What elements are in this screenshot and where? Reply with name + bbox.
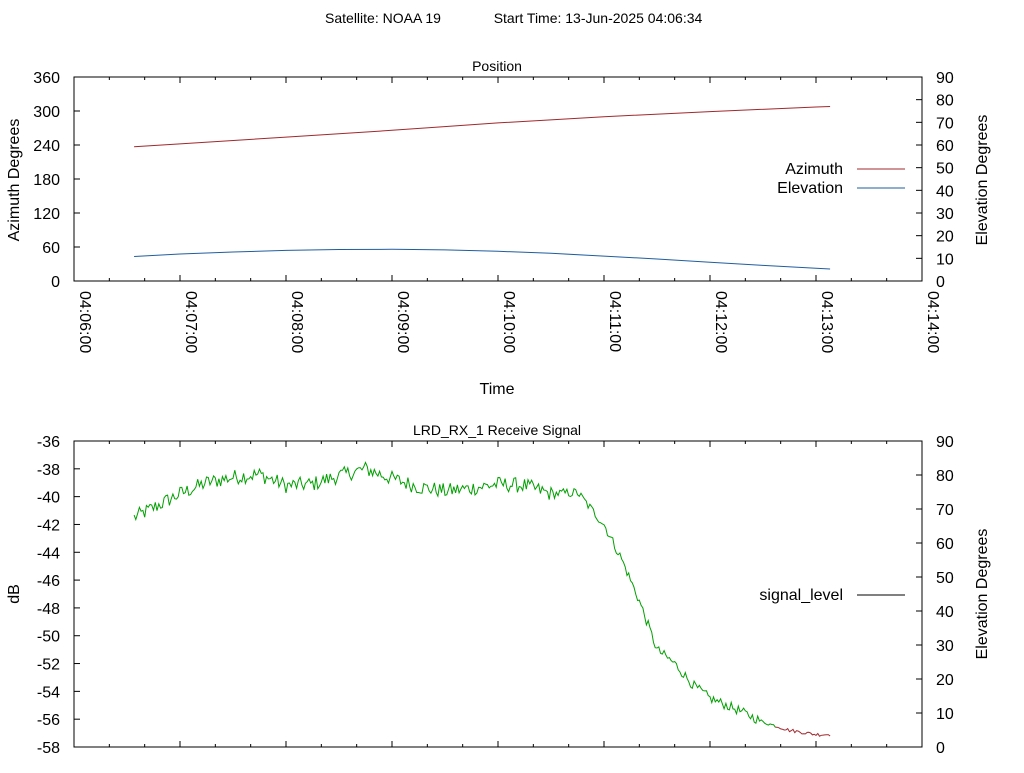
- position-y2tick-label: 0: [936, 274, 945, 291]
- position-axes: 0 60 120 180 240 300 360 0 10 20 30 40 50 60 70 80 90 04:…: [33, 70, 954, 353]
- signal-series: [133, 461, 831, 737]
- signal-axes: -58 -56 -54 -52 -50 -48 -46 -44 -42 -40 -38 -36 0 10 2…: [37, 434, 954, 757]
- signal-y2tick-label: 70: [936, 502, 954, 519]
- signal-y2tick-label: 50: [936, 570, 954, 587]
- position-series: [134, 106, 831, 270]
- signal-y2label: Elevation Degrees: [974, 529, 991, 660]
- position-panel: Position Azimuth Degrees Elevation Degre…: [6, 58, 991, 398]
- position-xlabel: Time: [480, 381, 515, 398]
- header-start-time: Start Time: 13-Jun-2025 04:06:34: [494, 10, 703, 26]
- signal-ytick-label: -58: [37, 740, 60, 757]
- signal-legend: signal_level: [759, 587, 905, 604]
- position-y2tick-label: 10: [936, 251, 954, 268]
- series-line-azimuth: [134, 106, 831, 148]
- signal-ytick-label: -42: [37, 517, 60, 534]
- position-legend: Azimuth Elevation: [777, 161, 905, 197]
- position-ytick-label: 360: [33, 70, 60, 87]
- signal-ytick-label: -40: [37, 490, 60, 507]
- signal-y2tick-label: 30: [936, 638, 954, 655]
- position-y2tick-label: 30: [936, 206, 954, 223]
- signal-y2tick-label: 90: [936, 434, 954, 451]
- position-xtick-label: 04:07:00: [182, 291, 199, 353]
- signal-y2tick-label: 0: [936, 740, 945, 757]
- signal-ytick-label: -56: [37, 712, 60, 729]
- signal-ytick-label: -46: [37, 573, 60, 590]
- legend-signal-label: signal_level: [759, 587, 843, 604]
- position-ytick-label: 0: [51, 274, 60, 291]
- position-y2tick-label: 40: [936, 183, 954, 200]
- position-ytick-label: 120: [33, 206, 60, 223]
- position-xtick-label: 04:06:00: [76, 291, 93, 353]
- position-title: Position: [472, 58, 522, 74]
- position-ytick-label: 60: [42, 240, 60, 257]
- position-y2tick-label: 50: [936, 161, 954, 178]
- series-line-signal-level-tail: [775, 726, 831, 737]
- position-xtick-label: 04:11:00: [606, 291, 623, 352]
- header-satellite: Satellite: NOAA 19: [325, 10, 441, 26]
- signal-title: LRD_RX_1 Receive Signal: [413, 422, 581, 438]
- position-xtick-label: 04:13:00: [818, 291, 835, 353]
- position-y2tick-label: 20: [936, 229, 954, 246]
- series-line-elevation: [134, 248, 831, 270]
- position-y2tick-label: 70: [936, 115, 954, 132]
- signal-ytick-label: -48: [37, 601, 60, 618]
- position-ytick-label: 240: [33, 138, 60, 155]
- signal-y2tick-label: 20: [936, 672, 954, 689]
- position-xtick-label: 04:08:00: [288, 291, 305, 353]
- signal-ytick-label: -54: [37, 684, 60, 701]
- signal-ytick-label: -36: [37, 434, 60, 451]
- signal-ytick-label: -38: [37, 462, 60, 479]
- signal-ytick-label: -52: [37, 657, 60, 674]
- signal-y2tick-label: 10: [936, 706, 954, 723]
- position-xtick-label: 04:12:00: [712, 291, 729, 353]
- signal-ytick-label: -44: [37, 545, 60, 562]
- signal-y2tick-label: 80: [936, 468, 954, 485]
- position-y2tick-label: 90: [936, 70, 954, 87]
- position-y2label: Elevation Degrees: [974, 115, 991, 246]
- position-xtick-label: 04:09:00: [394, 291, 411, 353]
- legend-elevation-label: Elevation: [777, 180, 843, 197]
- position-y2tick-label: 80: [936, 93, 954, 110]
- position-ytick-label: 180: [33, 172, 60, 189]
- signal-ylabel: dB: [6, 584, 23, 604]
- signal-ytick-label: -50: [37, 629, 60, 646]
- position-y2tick-label: 60: [936, 138, 954, 155]
- legend-azimuth-label: Azimuth: [785, 161, 843, 178]
- series-line-signal-level: [133, 461, 776, 728]
- position-ytick-label: 300: [33, 104, 60, 121]
- signal-y2tick-label: 60: [936, 536, 954, 553]
- signal-panel: LRD_RX_1 Receive Signal dB Elevation Deg…: [6, 422, 991, 757]
- position-ylabel: Azimuth Degrees: [6, 119, 23, 242]
- position-xtick-label: 04:10:00: [500, 291, 517, 353]
- position-xtick-label: 04:14:00: [924, 291, 941, 353]
- signal-y2tick-label: 40: [936, 604, 954, 621]
